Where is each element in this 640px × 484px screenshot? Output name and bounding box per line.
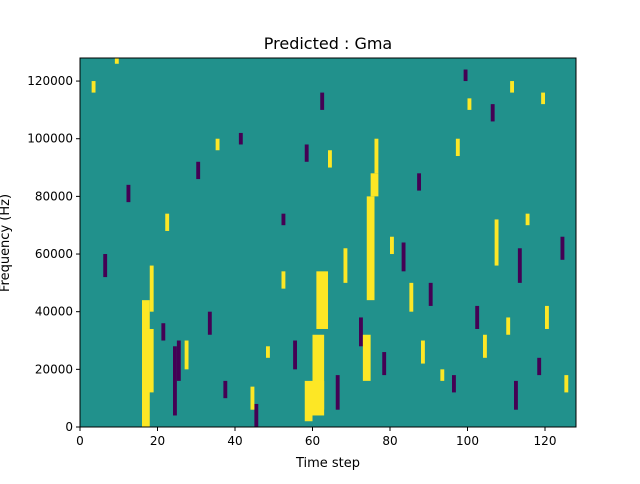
heatmap-cell-high — [390, 236, 394, 255]
x-tick-label: 80 — [382, 434, 397, 448]
heatmap-cell-low — [103, 254, 108, 278]
heatmap-cell-high — [440, 369, 445, 381]
heatmap-cell-low — [293, 340, 298, 370]
plot-frame — [79, 57, 577, 428]
heatmap-cell-high — [494, 219, 499, 266]
heatmap-cell-high — [483, 334, 487, 358]
heatmap-cell-high — [506, 317, 511, 335]
heatmap-cell-high — [564, 375, 569, 393]
heatmap-cell-low — [196, 161, 201, 180]
y-tick-label: 80000 — [35, 189, 73, 203]
heatmap-cell-high — [149, 265, 154, 312]
heatmap-cell-low — [382, 352, 387, 376]
heatmap-cell-low — [401, 242, 406, 272]
x-tick-label: 20 — [150, 434, 165, 448]
heatmap-cell-low — [126, 184, 131, 203]
heatmap-cell-high — [409, 282, 414, 312]
x-axis-label: Time step — [295, 456, 360, 471]
heatmap-cell-low — [452, 375, 456, 393]
x-tick-label: 0 — [76, 434, 84, 448]
heatmap-cell-high — [366, 196, 375, 301]
heatmap-cell-high — [421, 340, 425, 364]
y-tick-label: 100000 — [27, 132, 73, 146]
heatmap-cell-high — [304, 380, 313, 422]
heatmap-cell-low — [417, 173, 422, 191]
heatmap-cell-high — [320, 380, 325, 410]
heatmap-cell-low — [335, 375, 340, 410]
heatmap-cell-high — [328, 150, 332, 168]
heatmap-cell-low — [254, 403, 259, 427]
y-tick-label: 20000 — [35, 362, 73, 376]
heatmap-cell-low — [517, 248, 522, 283]
heatmap-cell-low — [304, 144, 309, 162]
y-axis-label: Frequency (Hz) — [0, 194, 13, 292]
heatmap-cell-high — [281, 271, 286, 289]
y-axis: 0 20000 40000 60000 80000 100000 120000 — [27, 74, 80, 434]
y-tick-label: 0 — [65, 420, 73, 434]
heatmap-cell-low — [490, 104, 495, 122]
x-tick-label: 40 — [227, 434, 242, 448]
y-tick-label: 40000 — [35, 305, 73, 319]
plot-area — [79, 57, 577, 428]
heatmap-cell-low — [176, 340, 181, 381]
y-tick-label: 60000 — [35, 247, 73, 261]
heatmap-cell-high — [467, 98, 472, 110]
heatmap-cell-high — [215, 138, 220, 151]
x-axis: 0 20 40 60 80 100 120 — [76, 427, 556, 448]
heatmap-cell-low — [207, 311, 212, 335]
heatmap-cell-high — [525, 213, 530, 226]
heatmap-cell-low — [173, 346, 177, 416]
heatmap-cell-high — [312, 334, 325, 416]
chart-title: Predicted : Gma — [264, 34, 392, 53]
heatmap-cell-low — [475, 305, 480, 329]
heatmap-cell-low — [320, 92, 325, 110]
heatmap-cell-low — [463, 69, 468, 82]
y-tick-label: 120000 — [27, 74, 73, 88]
heatmap-cell-high — [541, 92, 546, 105]
heatmap-cell-high — [316, 271, 329, 329]
heatmap-cell-high — [142, 300, 150, 427]
heatmap-cell-high — [184, 340, 189, 370]
heatmap-cell-low — [514, 380, 518, 410]
heatmap-cell-high — [374, 138, 379, 174]
heatmap-cell-low — [161, 323, 166, 341]
heatmap-cell-high — [145, 328, 154, 393]
heatmap-cell-low — [359, 317, 363, 347]
heatmap-cell-low — [281, 213, 286, 226]
heatmap-cell-high — [545, 305, 549, 329]
heatmap-cell-low — [537, 357, 542, 376]
heatmap-cell-high — [343, 248, 348, 283]
heatmap-cell-low — [560, 236, 565, 260]
heatmap-cell-high — [266, 346, 270, 358]
heatmap-cell-high — [114, 58, 119, 64]
heatmap-cell-high — [165, 213, 170, 231]
heatmap-cell-high — [370, 173, 379, 197]
heatmap-cell-high — [455, 138, 460, 157]
x-tick-label: 60 — [305, 434, 320, 448]
x-tick-label: 120 — [534, 434, 557, 448]
heatmap-cell-high — [362, 334, 371, 381]
heatmap-cell-low — [428, 282, 433, 306]
heatmap-cell-high — [250, 386, 255, 410]
heatmap-cell-low — [238, 132, 243, 145]
heatmap-cell-low — [223, 380, 228, 399]
heatmap-cell-high — [91, 81, 96, 93]
heatmap-cell-high — [510, 81, 515, 93]
x-tick-label: 100 — [456, 434, 479, 448]
heatmap-background — [80, 58, 576, 427]
